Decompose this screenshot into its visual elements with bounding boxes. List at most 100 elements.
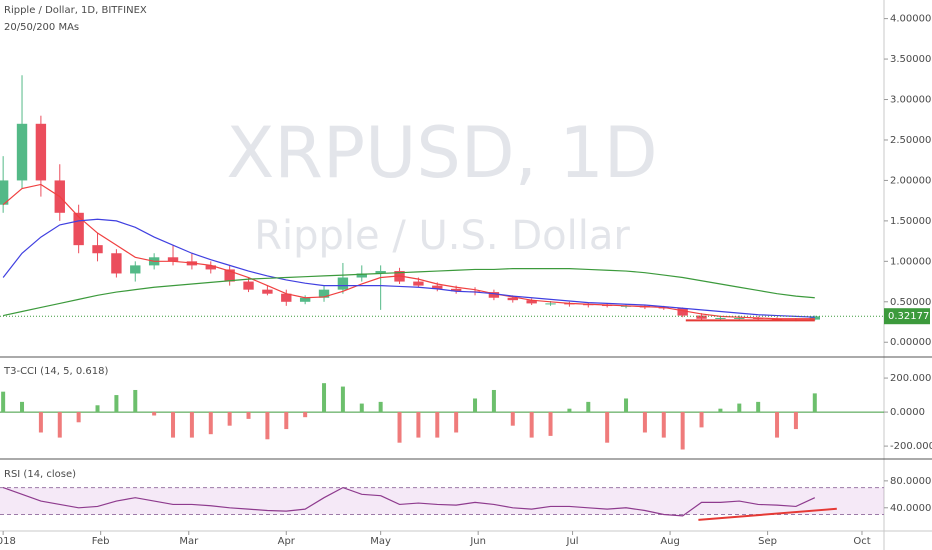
trend-line <box>698 507 837 521</box>
bar <box>227 412 232 426</box>
candle-body <box>111 253 122 274</box>
bar <box>793 412 798 430</box>
bar <box>586 401 591 413</box>
chart-subtitle: 20/50/200 MAs <box>4 22 79 33</box>
bar <box>322 383 327 413</box>
bar <box>284 412 289 430</box>
candle-body <box>167 257 179 262</box>
bar <box>435 412 440 438</box>
candle-body <box>356 273 367 278</box>
bar <box>529 412 534 438</box>
candle-body <box>130 265 141 274</box>
bar <box>359 403 364 413</box>
y-tick-label: 0.0000 <box>890 407 925 418</box>
x-tick-label: 2018 <box>0 536 16 547</box>
candle-body <box>243 281 254 290</box>
x-tick-label: May <box>370 536 391 547</box>
candle-body <box>809 316 820 320</box>
candle-body <box>545 303 556 305</box>
candle-body <box>450 288 462 292</box>
x-tick-label: Mar <box>179 536 199 547</box>
candle-body <box>488 292 500 298</box>
y-tick-label: 1.00000 <box>890 256 931 267</box>
bar <box>189 412 194 438</box>
chart-title: Ripple / Dollar, 1D, BITFINEX <box>4 5 147 16</box>
watermark-subtitle: Ripple / U.S. Dollar <box>254 213 630 259</box>
x-tick-label: Sep <box>758 536 777 547</box>
bar <box>699 412 704 428</box>
candle-body <box>318 289 330 298</box>
bar <box>340 386 345 413</box>
bar <box>548 412 553 436</box>
bar <box>133 389 138 413</box>
watermark: XRPUSD, 1D <box>226 112 657 194</box>
rsi-line <box>2 486 816 517</box>
bar <box>624 398 629 413</box>
y-tick-label: 40.0000 <box>890 503 931 514</box>
bar <box>20 401 25 413</box>
x-tick-label: Aug <box>660 536 680 547</box>
bar <box>756 401 761 413</box>
bar <box>378 401 383 413</box>
bar <box>1 391 6 413</box>
candle-body <box>696 315 707 319</box>
candle-body <box>375 271 386 274</box>
candle-body <box>734 317 745 319</box>
bar <box>114 395 119 413</box>
bar <box>680 412 685 450</box>
y-tick-label: -200.0000 <box>890 441 932 452</box>
candle-body <box>337 277 349 290</box>
x-tick-label: Jun <box>469 536 486 547</box>
y-tick-label: 4.00000 <box>890 14 931 25</box>
candle-body <box>526 300 537 304</box>
bar <box>57 412 62 438</box>
x-tick-label: Apr <box>278 536 296 547</box>
candle-body <box>677 308 688 316</box>
bar <box>76 412 81 423</box>
bar <box>171 412 176 438</box>
candle-body <box>205 265 216 270</box>
bar <box>812 393 817 413</box>
y-tick-label: 2.50000 <box>890 135 931 146</box>
candle-body <box>432 285 443 289</box>
y-tick-label: 200.0000 <box>890 373 932 384</box>
candle-body <box>224 269 235 282</box>
moving-average <box>2 183 815 320</box>
candle-body <box>281 293 292 302</box>
candle-body <box>16 123 28 181</box>
bar <box>718 408 723 413</box>
x-tick-label: Oct <box>853 536 870 547</box>
candle-body <box>715 317 726 319</box>
x-tick-label: Feb <box>92 536 110 547</box>
candle-body <box>299 297 311 302</box>
bar <box>416 412 421 438</box>
y-tick-label: 2.00000 <box>890 175 931 186</box>
cci-title: T3-CCI (14, 5, 0.618) <box>3 366 109 377</box>
candle-body <box>507 297 518 301</box>
bar <box>152 412 157 416</box>
y-tick-label: 0.50000 <box>890 297 931 308</box>
bar <box>605 412 610 443</box>
moving-average <box>3 268 815 317</box>
bar <box>775 412 780 438</box>
candle-body <box>262 289 273 294</box>
candle-body <box>73 212 84 246</box>
bar <box>473 398 478 413</box>
candle-body <box>413 281 424 286</box>
bar <box>397 412 402 443</box>
moving-average <box>2 218 815 318</box>
y-tick-label: 1.50000 <box>890 216 931 227</box>
bar <box>38 412 43 433</box>
rsi-band <box>0 487 884 515</box>
bar <box>246 412 251 419</box>
bar <box>737 403 742 413</box>
bar <box>454 412 459 433</box>
bar <box>642 412 647 433</box>
x-tick-label: Jul <box>566 536 579 547</box>
bar <box>303 412 308 418</box>
y-tick-label: 80.0000 <box>890 476 931 487</box>
bar <box>491 389 496 413</box>
candle-body <box>0 180 9 205</box>
current-price-box <box>884 308 930 325</box>
